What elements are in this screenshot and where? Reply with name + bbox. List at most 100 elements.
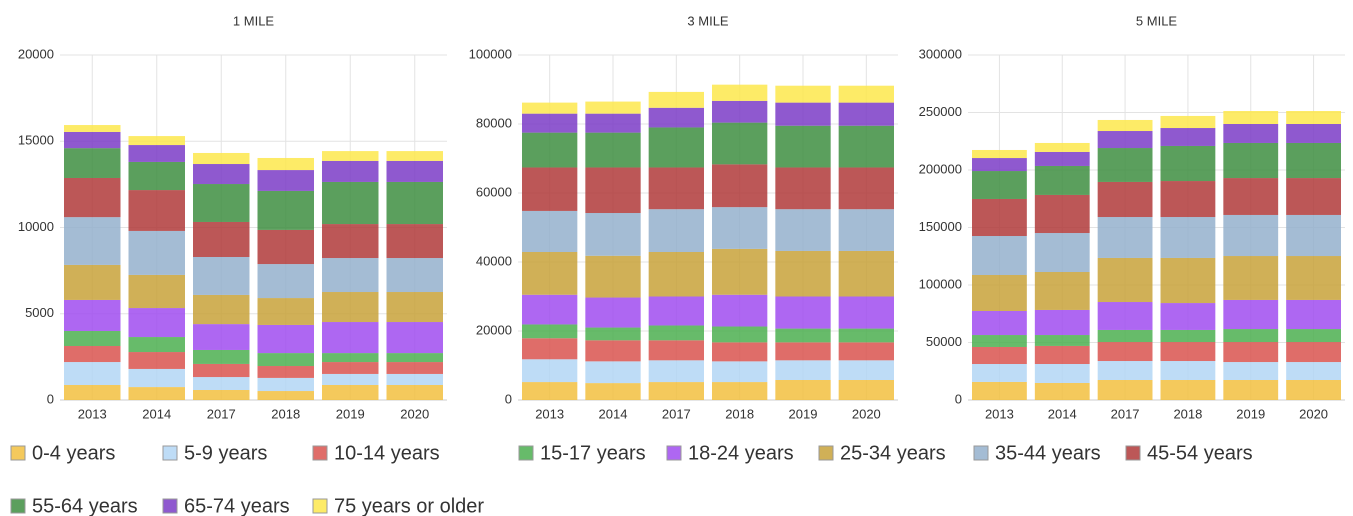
bar-segment: [712, 164, 768, 208]
bar-segment: [972, 158, 1027, 172]
bar-segment: [775, 102, 831, 126]
bar-segment: [972, 346, 1027, 365]
bar-segment: [193, 324, 250, 350]
bar-segment: [972, 149, 1027, 159]
bar-segment: [838, 209, 894, 251]
bar-segment: [1286, 124, 1341, 143]
x-tick-label: 2020: [852, 406, 881, 421]
bar-segment: [64, 148, 121, 178]
bar-segment: [193, 389, 250, 400]
bar-segment: [648, 251, 704, 297]
legend-label: 45-54 years: [1147, 442, 1253, 464]
bar-segment: [712, 326, 768, 343]
chart-title: 3 MILE: [687, 13, 729, 28]
bar-segment: [585, 297, 641, 328]
bar-segment: [712, 122, 768, 165]
bar-segment: [1097, 131, 1153, 149]
bar-segment: [1223, 379, 1279, 400]
bar-segment: [322, 322, 379, 354]
legend-label: 5-9 years: [184, 442, 267, 464]
bar-segment: [193, 152, 250, 165]
bar-segment: [585, 167, 641, 214]
legend-swatch: [10, 445, 26, 461]
legend-swatch: [312, 498, 328, 514]
bar-segment: [775, 379, 831, 400]
bar-segment: [648, 91, 704, 108]
bar-segment: [972, 274, 1027, 311]
bar-segment: [1223, 256, 1279, 300]
chart-title: 1 MILE: [233, 13, 275, 28]
bar-segment: [386, 373, 443, 385]
y-tick-label: 40000: [476, 253, 512, 268]
y-tick-label: 300000: [919, 46, 962, 61]
legend-label: 15-17 years: [540, 442, 646, 464]
legend-swatch: [10, 498, 26, 514]
bar-segment: [775, 328, 831, 343]
bar-segment: [522, 210, 578, 252]
bar-segment: [1034, 335, 1090, 346]
x-tick-label: 2013: [535, 406, 564, 421]
bar-segment: [522, 102, 578, 114]
bar-segment: [1223, 124, 1279, 143]
bar-segment: [1034, 165, 1090, 195]
bar-segment: [128, 368, 185, 388]
legend-swatch: [518, 445, 534, 461]
bar-segment: [712, 361, 768, 383]
bar-segment: [648, 325, 704, 341]
bar-segment: [128, 190, 185, 231]
bar-segment: [1286, 178, 1341, 215]
bar-segment: [64, 125, 121, 132]
legend-swatch: [818, 445, 834, 461]
bar-segment: [1160, 342, 1216, 362]
bar-segment: [193, 256, 250, 295]
bar-segment: [64, 299, 121, 331]
bar-segment: [838, 167, 894, 210]
bar-segment: [386, 292, 443, 323]
bar-segment: [1097, 361, 1153, 380]
bar-segment: [522, 294, 578, 325]
x-tick-label: 2017: [207, 406, 236, 421]
bar-segment: [522, 251, 578, 295]
bar-segment: [1160, 145, 1216, 182]
bar-segment: [1097, 217, 1153, 258]
bar-segment: [1097, 257, 1153, 303]
bar-segment: [522, 113, 578, 133]
bar-segment: [322, 160, 379, 182]
bar-segment: [193, 294, 250, 325]
bar-segment: [522, 132, 578, 168]
bar-segment: [585, 327, 641, 341]
bar-segment: [128, 230, 185, 275]
bar-segment: [972, 381, 1027, 400]
bar-segment: [386, 322, 443, 354]
bar-segment: [648, 340, 704, 361]
bar-segment: [585, 113, 641, 133]
bar-segment: [522, 324, 578, 339]
bar-segment: [522, 167, 578, 211]
bar-segment: [257, 353, 314, 367]
bar-segment: [972, 335, 1027, 347]
bar-segment: [257, 366, 314, 378]
bar-segment: [1160, 115, 1216, 129]
x-tick-label: 2019: [336, 406, 365, 421]
bar-segment: [193, 184, 250, 222]
bar-segment: [775, 360, 831, 380]
bar-segment: [386, 384, 443, 400]
bar-segment: [1223, 342, 1279, 363]
bar-segment: [1097, 148, 1153, 182]
bar-segment: [712, 294, 768, 327]
bar-segment: [386, 181, 443, 225]
bar-segment: [972, 310, 1027, 336]
x-tick-label: 2019: [789, 406, 818, 421]
bar-segment: [257, 264, 314, 299]
bar-segment: [1223, 329, 1279, 343]
bar-segment: [1034, 345, 1090, 365]
bar-segment: [257, 298, 314, 325]
bar-segment: [1097, 379, 1153, 400]
y-tick-label: 20000: [476, 322, 512, 337]
bar-segment: [838, 296, 894, 329]
legend-swatch: [162, 498, 178, 514]
bar-segment: [585, 383, 641, 400]
y-tick-label: 100000: [469, 46, 512, 61]
bar-segment: [648, 360, 704, 383]
